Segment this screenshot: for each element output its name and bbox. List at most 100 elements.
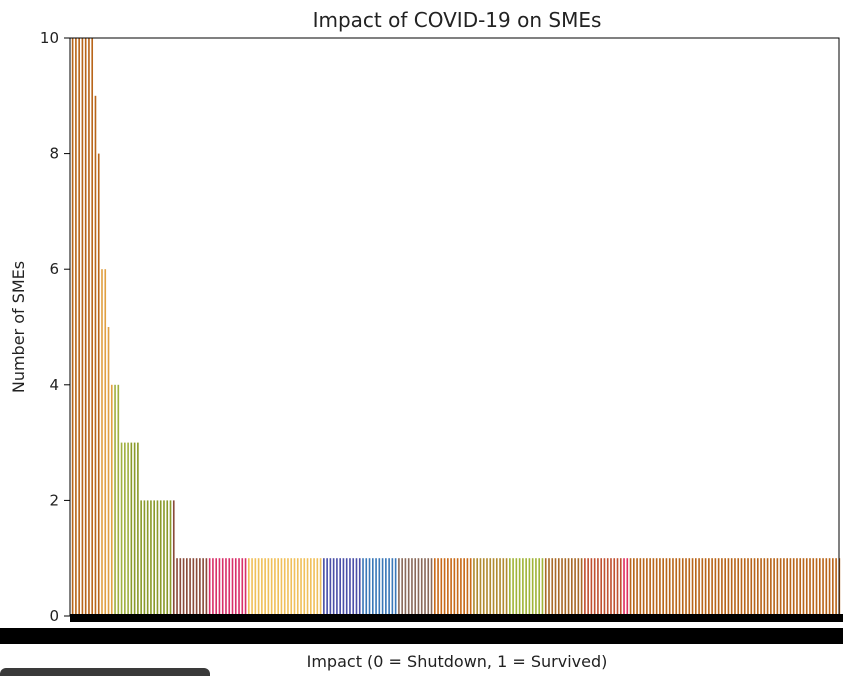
bar (796, 558, 798, 616)
bar (743, 558, 746, 616)
bar (101, 269, 103, 616)
bar (378, 558, 381, 616)
bar (479, 558, 482, 616)
bar (81, 38, 84, 616)
bar (822, 558, 824, 616)
bar (189, 558, 191, 616)
bar (541, 558, 544, 616)
bar (290, 558, 293, 616)
bar (730, 558, 733, 616)
bar (737, 558, 740, 616)
bar (345, 558, 348, 616)
bar (296, 558, 299, 616)
overlay-tab (0, 668, 210, 676)
bar (753, 558, 756, 616)
bar (704, 558, 707, 616)
bar (554, 558, 557, 616)
bar (636, 558, 638, 616)
bar (221, 558, 224, 616)
bar (717, 558, 720, 616)
bar (358, 558, 361, 616)
bar (600, 558, 603, 616)
bar (394, 558, 397, 616)
bottom-bar (0, 628, 843, 644)
y-tick-label: 6 (49, 260, 59, 278)
bar (280, 558, 283, 616)
bar (789, 558, 792, 616)
bar (577, 558, 580, 616)
bar (261, 558, 263, 616)
bar (623, 558, 625, 616)
bar (153, 500, 156, 616)
bar (460, 558, 462, 616)
bar (567, 558, 570, 616)
bar (619, 558, 622, 616)
bar (714, 558, 717, 616)
bar (339, 558, 341, 616)
bar (283, 558, 286, 616)
bar (828, 558, 831, 616)
bar (303, 558, 306, 616)
bar (332, 558, 335, 616)
bar (476, 558, 479, 616)
bar (652, 558, 655, 616)
bar (502, 558, 505, 616)
bar (225, 558, 227, 616)
bar (681, 558, 684, 616)
bar (433, 558, 436, 616)
bar (593, 558, 596, 616)
bar (313, 558, 315, 616)
bar (786, 558, 788, 616)
bar (381, 558, 384, 616)
bar (257, 558, 260, 616)
bar (574, 558, 576, 616)
bar (176, 558, 178, 616)
bar (473, 558, 475, 616)
bar (91, 38, 94, 616)
bar (799, 558, 802, 616)
bar (208, 558, 211, 616)
x-axis-band (70, 614, 843, 622)
y-axis-label: Number of SMEs (9, 261, 28, 393)
bar (427, 558, 430, 616)
bar (456, 558, 459, 616)
bar (727, 558, 730, 616)
bar (531, 558, 534, 616)
bar (169, 500, 172, 616)
bar (489, 558, 492, 616)
bar (371, 558, 374, 616)
plot-frame (69, 37, 840, 617)
bar (515, 558, 518, 616)
bar (561, 558, 563, 616)
bar (78, 38, 80, 616)
bar (231, 558, 234, 616)
bar (557, 558, 560, 616)
bar (616, 558, 619, 616)
bar (548, 558, 550, 616)
bar (404, 558, 407, 616)
bar (655, 558, 658, 616)
bar (691, 558, 694, 616)
bar (293, 558, 296, 616)
bar (590, 558, 593, 616)
bar (535, 558, 537, 616)
bar (783, 558, 785, 616)
bar (182, 558, 185, 616)
bar (179, 558, 182, 616)
bar (385, 558, 387, 616)
bar (486, 558, 488, 616)
bar (805, 558, 808, 616)
bar (544, 558, 547, 616)
bar (835, 558, 837, 616)
bar (306, 558, 309, 616)
bar (228, 558, 231, 616)
bar (499, 558, 501, 616)
bar (776, 558, 779, 616)
bar (355, 558, 358, 616)
bar (388, 558, 390, 616)
bar (199, 558, 201, 616)
bar (750, 558, 753, 616)
bar (626, 558, 629, 616)
bar (143, 500, 146, 616)
bar (688, 558, 691, 616)
